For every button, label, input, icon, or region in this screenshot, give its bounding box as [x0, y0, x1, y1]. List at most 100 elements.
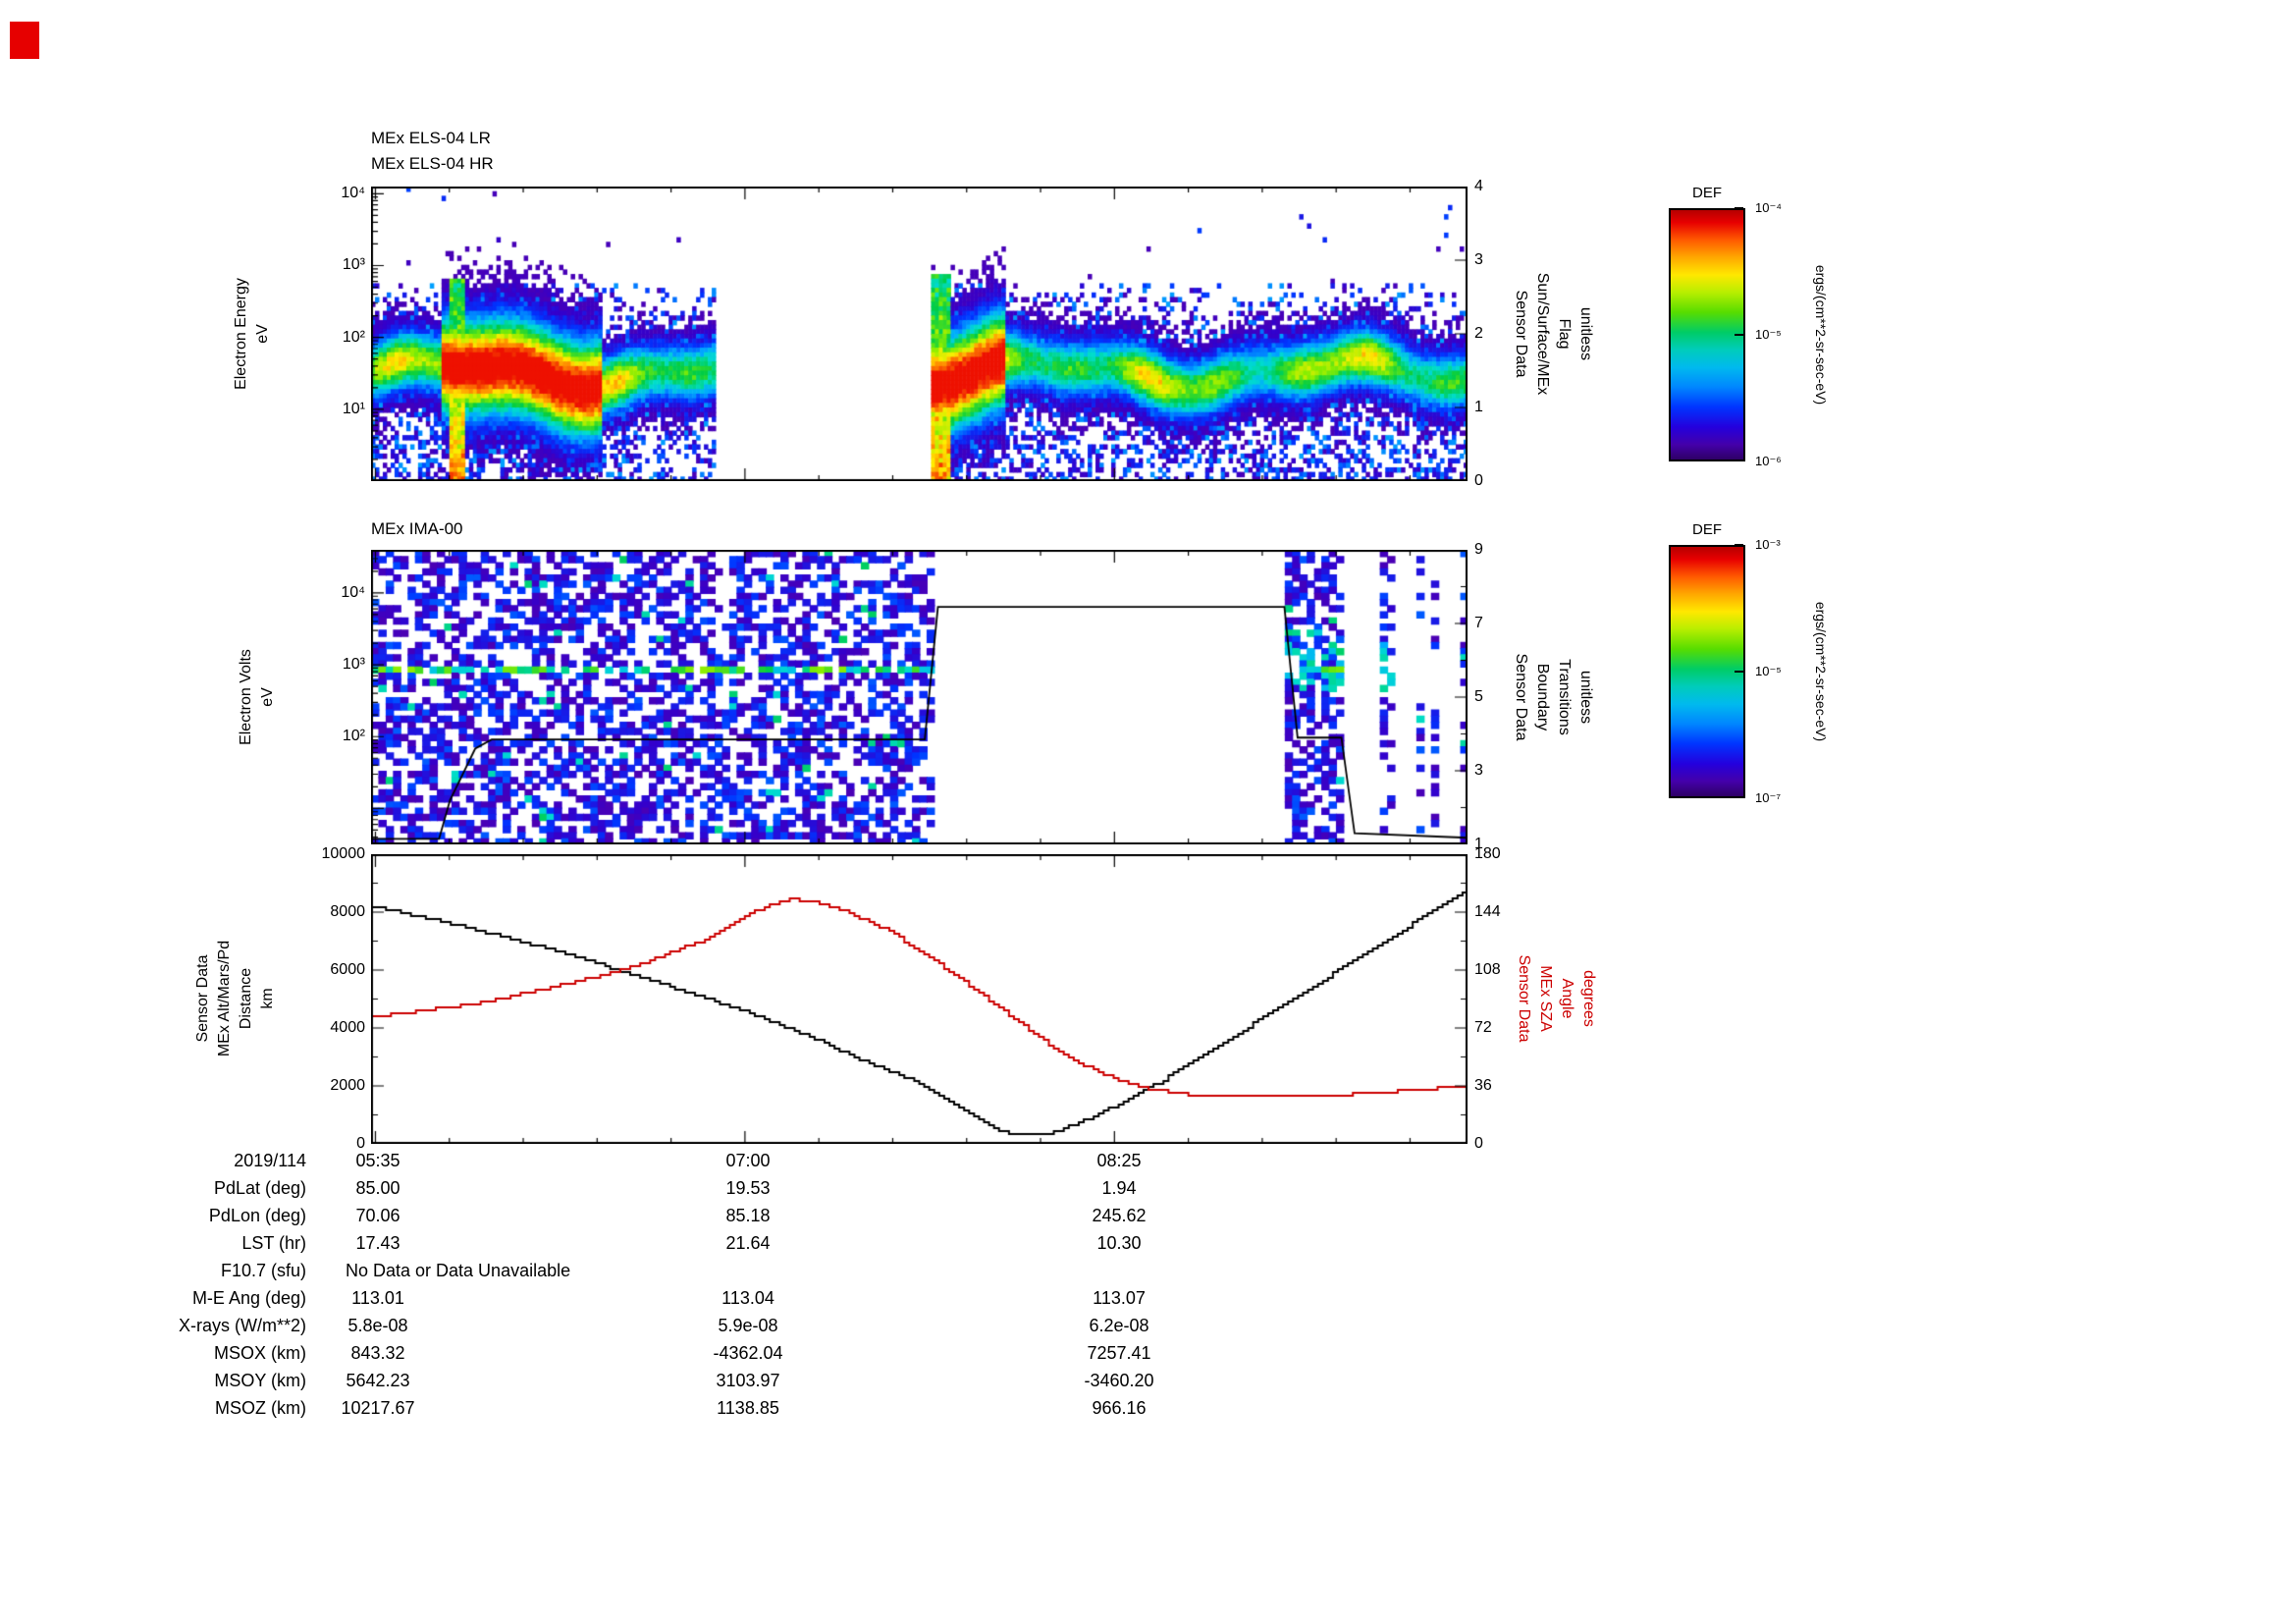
table-value: 113.01 [351, 1288, 404, 1308]
ima-energy-tick: 10⁴ [341, 583, 365, 601]
axis-label-line: Sensor Data [1516, 954, 1532, 1043]
ima-energy-tick: 10³ [342, 656, 365, 674]
colorbar-ima-tick: 10⁻⁵ [1755, 664, 1782, 678]
sza-tick: 180 [1474, 845, 1501, 862]
els-flag-tick: 0 [1474, 472, 1483, 489]
table-row-label: 2019/114 [234, 1151, 306, 1170]
axis-label-line: MEx Alt/Mars/Pd [216, 940, 233, 1057]
table-value: 07:00 [725, 1151, 771, 1170]
els-energy-tick: 10² [342, 328, 365, 346]
axis-label-line: Flag [1556, 318, 1573, 350]
table-value: 85.00 [355, 1178, 400, 1198]
altitude-tick: 2000 [330, 1077, 365, 1094]
eph-right-axis-label: degrees Angle MEx SZA Sensor Data [1513, 851, 1599, 1146]
ima-title: MEx IMA-00 [371, 519, 463, 538]
els-spectrogram [371, 187, 1468, 481]
table-row-label: MSOZ (km) [215, 1398, 306, 1418]
els-flag-tick: 1 [1474, 399, 1483, 415]
table-value: 21.64 [725, 1233, 771, 1253]
table-value: -3460.20 [1084, 1371, 1154, 1390]
colorbar-ima [1669, 545, 1745, 798]
ephemeris-plot [371, 854, 1468, 1144]
colorbar-els-units: ergs/(cm**2-sr-sec-eV) [1813, 264, 1829, 406]
table-value: 113.07 [1093, 1288, 1146, 1308]
table-row-label: M-E Ang (deg) [191, 1288, 306, 1308]
altitude-tick: 6000 [330, 961, 365, 978]
colorbar-ima-tick: 10⁻³ [1755, 537, 1781, 552]
table-row-label: PdLat (deg) [213, 1178, 306, 1198]
table-row-label: PdLon (deg) [208, 1206, 306, 1225]
els-energy-tick: 10⁴ [341, 185, 365, 202]
colorbar-ima-title: DEF [1692, 521, 1722, 538]
colorbar-els-tick: 10⁻⁶ [1755, 454, 1782, 468]
altitude-tick: 4000 [330, 1019, 365, 1036]
ima-boundary-tick: 3 [1474, 762, 1483, 779]
altitude-tick: 10000 [321, 845, 366, 862]
axis-label-line: Electron Volts [238, 649, 254, 745]
table-value: 843.32 [350, 1343, 405, 1363]
colorbar-tick-mark [1735, 796, 1743, 798]
ima-boundary-tick: 5 [1474, 688, 1483, 705]
table-value: 5642.23 [346, 1371, 410, 1390]
els-title-hr: MEx ELS-04 HR [371, 154, 494, 173]
table-value: 70.06 [355, 1206, 400, 1225]
colorbar-tick-mark [1735, 544, 1743, 546]
sza-tick: 0 [1474, 1135, 1483, 1152]
red-marker [10, 22, 39, 59]
table-row-label: X-rays (W/m**2) [179, 1316, 306, 1335]
axis-label-line: eV [259, 687, 276, 707]
colorbar-ima-units: ergs/(cm**2-sr-sec-eV) [1813, 601, 1829, 742]
axis-label-line: Boundary [1534, 663, 1551, 731]
altitude-tick: 8000 [330, 903, 365, 920]
axis-label-line: unitless [1577, 306, 1594, 361]
colorbar-ima-tick: 10⁻⁷ [1755, 790, 1782, 805]
table-value: 6.2e-08 [1089, 1316, 1149, 1335]
table-value: 10.30 [1096, 1233, 1142, 1253]
altitude-tick: 0 [356, 1135, 365, 1152]
sza-tick: 108 [1474, 961, 1501, 978]
table-value: 08:25 [1096, 1151, 1142, 1170]
axis-label-line: eV [254, 324, 271, 344]
axis-label-line: Transitions [1556, 659, 1573, 735]
table-value: 10217.67 [341, 1398, 415, 1418]
table-value: 5.8e-08 [347, 1316, 408, 1335]
colorbar-els-title: DEF [1692, 185, 1722, 201]
colorbar-tick-mark [1735, 207, 1743, 209]
axis-label-line: Electron Energy [233, 278, 249, 390]
table-value: 17.43 [355, 1233, 400, 1253]
table-value: 1.94 [1101, 1178, 1137, 1198]
table-row-label: MSOX (km) [214, 1343, 306, 1363]
table-row-label: MSOY (km) [214, 1371, 306, 1390]
colorbar-tick-mark [1735, 460, 1743, 461]
table-value: 7257.41 [1087, 1343, 1151, 1363]
axis-label-line: degrees [1580, 970, 1597, 1027]
ima-boundary-tick: 1 [1474, 836, 1483, 852]
table-value: 1138.85 [717, 1398, 779, 1418]
ima-energy-tick: 10² [342, 728, 365, 745]
colorbar-tick-mark [1735, 334, 1743, 336]
table-value: 113.04 [721, 1288, 774, 1308]
ima-y-axis-label: Electron Volts eV [236, 550, 279, 844]
table-row-label: F10.7 (sfu) [220, 1261, 306, 1280]
els-title-lr: MEx ELS-04 LR [371, 129, 491, 147]
table-value: 05:35 [355, 1151, 400, 1170]
sza-tick: 36 [1474, 1077, 1492, 1094]
table-value: 3103.97 [716, 1371, 780, 1390]
els-energy-tick: 10¹ [342, 400, 365, 417]
axis-label-line: MEx SZA [1537, 965, 1554, 1032]
axis-label-line: km [259, 988, 276, 1009]
ima-boundary-tick: 9 [1474, 541, 1483, 558]
table-value: 85.18 [725, 1206, 771, 1225]
colorbar-tick-mark [1735, 671, 1743, 673]
table-span-value: No Data or Data Unavailable [346, 1261, 571, 1280]
table-value: 966.16 [1092, 1398, 1147, 1418]
colorbar-els [1669, 208, 1745, 461]
sza-tick: 144 [1474, 903, 1501, 920]
axis-label-line: Sun/Surface/MEx [1534, 272, 1551, 396]
table-value: 245.62 [1092, 1206, 1147, 1225]
eph-left-axis-label: Sensor Data MEx Alt/Mars/Pd Distance km [192, 851, 279, 1146]
els-energy-tick: 10³ [342, 256, 365, 274]
table-value: 5.9e-08 [718, 1316, 778, 1335]
axis-label-line: Distance [238, 967, 254, 1030]
